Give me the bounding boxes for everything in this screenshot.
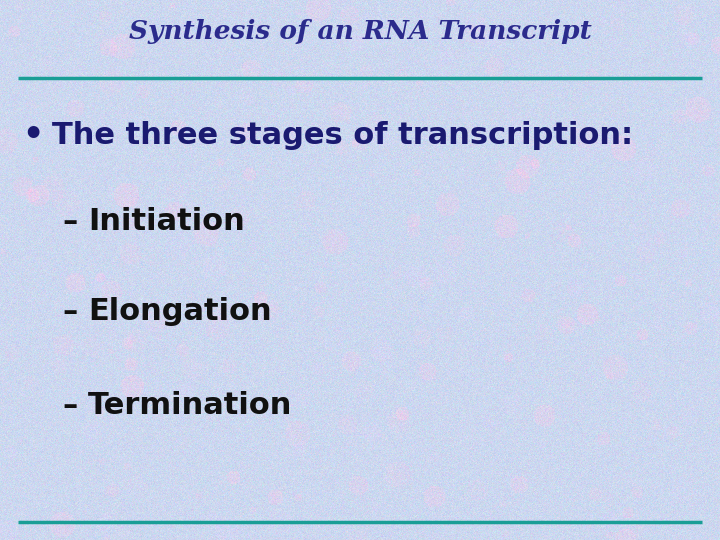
Text: The three stages of transcription:: The three stages of transcription: <box>52 120 633 150</box>
Text: Initiation: Initiation <box>88 207 245 237</box>
Text: –: – <box>62 298 77 327</box>
Text: –: – <box>62 390 77 420</box>
Text: –: – <box>62 207 77 237</box>
Text: Termination: Termination <box>88 390 292 420</box>
Text: •: • <box>22 118 43 152</box>
Text: Elongation: Elongation <box>88 298 271 327</box>
Text: Synthesis of an RNA Transcript: Synthesis of an RNA Transcript <box>129 19 591 44</box>
